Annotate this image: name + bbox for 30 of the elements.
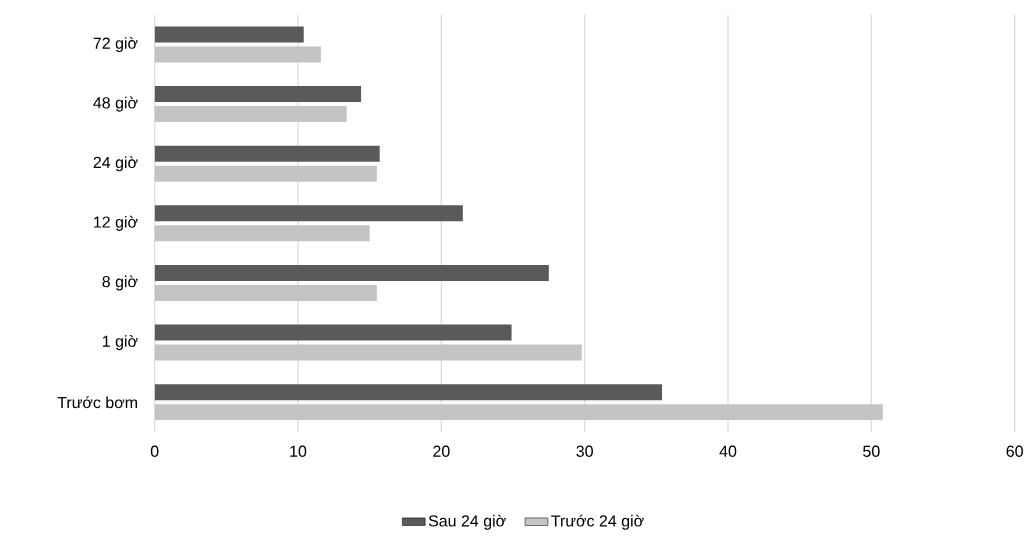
bar	[154, 344, 582, 361]
y-tick-label: 48 giờ	[93, 96, 138, 112]
bar	[154, 205, 463, 222]
y-tick-label: 72 giờ	[93, 36, 138, 53]
y-tick-label: 8 giờ	[102, 275, 138, 291]
bar	[154, 165, 377, 182]
bar	[154, 384, 663, 401]
bar	[154, 324, 512, 341]
bar	[154, 404, 883, 421]
bar	[154, 46, 321, 63]
y-tick-label: 24 giờ	[93, 156, 138, 172]
legend-label: Trước 24 giờ	[551, 514, 644, 530]
bar	[154, 86, 362, 103]
bar	[154, 225, 370, 242]
bar	[154, 106, 347, 123]
x-tick-label: 60	[1006, 445, 1023, 457]
y-tick-label: 12 giờ	[94, 215, 138, 231]
bar	[154, 26, 304, 43]
bar	[154, 264, 549, 281]
bar	[154, 284, 377, 301]
x-tick-label: 50	[863, 445, 880, 457]
x-tick-label: 40	[719, 445, 737, 457]
y-tick-label: 1 giờ	[102, 335, 138, 351]
x-tick-label: 30	[576, 445, 593, 457]
x-tick-label: 0	[150, 445, 159, 457]
x-tick-label: 10	[290, 445, 307, 457]
y-tick-label: Trước bơm	[57, 396, 137, 409]
bar	[154, 145, 380, 162]
x-tick-label: 20	[433, 445, 450, 457]
legend-label: Sau 24 giờ	[428, 514, 506, 530]
